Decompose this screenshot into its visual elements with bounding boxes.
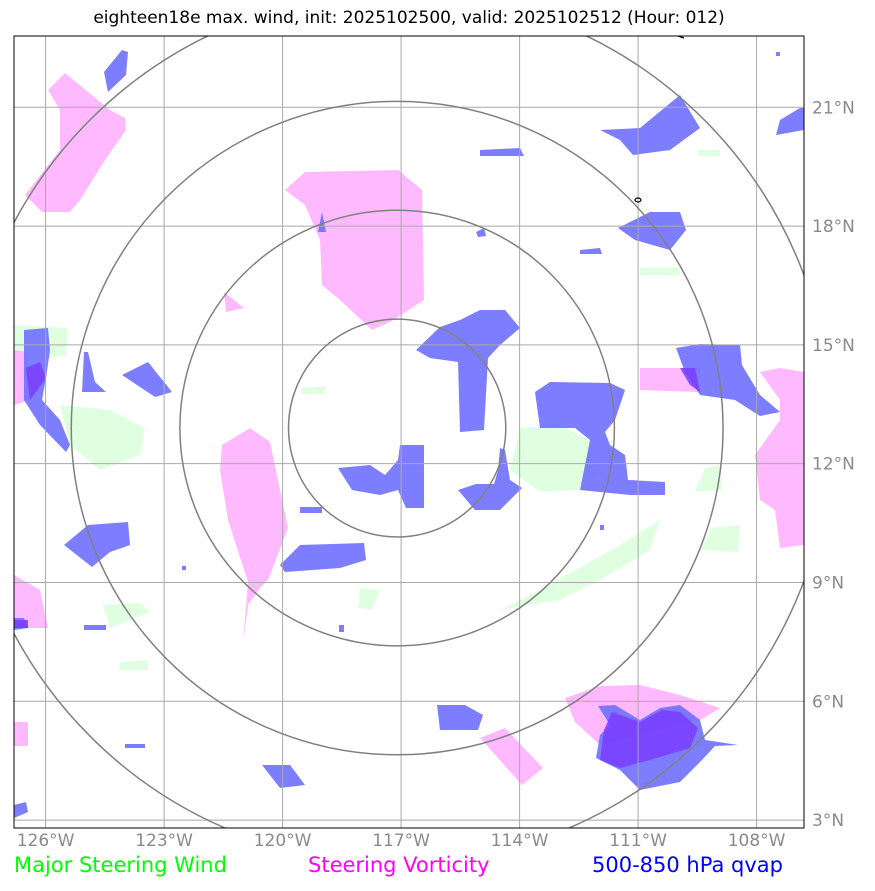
- wind-patch: [698, 150, 720, 156]
- wind-patch: [700, 525, 740, 552]
- wind-patch: [103, 603, 150, 628]
- qvap-patch: [458, 448, 522, 510]
- lon-tick-label: 117°W: [372, 831, 430, 851]
- qvap-patch: [64, 522, 130, 567]
- qvap-patch: [535, 382, 665, 495]
- vorticity-patch: [755, 368, 804, 548]
- vorticity-patch: [224, 292, 244, 312]
- qvap-patch: [280, 543, 366, 572]
- overlap-patch: [600, 710, 698, 768]
- gridlines: [14, 36, 804, 828]
- qvap-patch: [676, 344, 780, 416]
- lat-tick-label: 18°N: [812, 217, 855, 237]
- lon-tick-label: 126°W: [17, 831, 75, 851]
- qvap-patch: [84, 625, 106, 630]
- lat-labels: 3°N 6°N 9°N 12°N 15°N 18°N 21°N: [812, 98, 855, 831]
- storm-marker: [634, 197, 642, 203]
- lon-tick-label: 108°W: [728, 831, 786, 851]
- vorticity-patch: [14, 722, 28, 746]
- range-ring: [287, 318, 507, 538]
- map-title: eighteen18e max. wind, init: 2025102500,…: [93, 8, 725, 28]
- wind-patch: [120, 660, 148, 670]
- qvap-patch: [437, 705, 483, 730]
- qvap-patch: [416, 310, 520, 432]
- qvap-patch: [182, 566, 186, 570]
- qvap-patch: [122, 362, 172, 397]
- qvap-patch: [776, 108, 804, 135]
- legend-steering-wind: Major Steering Wind: [14, 853, 227, 877]
- wind-patch: [358, 588, 380, 610]
- lat-tick-label: 15°N: [812, 336, 855, 356]
- vorticity-patch: [25, 73, 126, 212]
- plot-area: [14, 36, 804, 828]
- qvap-patch: [480, 148, 524, 156]
- qvap-patch: [262, 765, 305, 788]
- vorticity-patch: [285, 170, 424, 330]
- qvap-patch: [318, 212, 326, 232]
- qvap-patch: [476, 228, 486, 237]
- vorticity-patch: [565, 685, 720, 745]
- lat-tick-label: 12°N: [812, 455, 855, 475]
- map-frame: [13, 35, 805, 829]
- qvap-patch: [618, 212, 686, 250]
- lon-tick-label: 120°W: [254, 831, 312, 851]
- overlap-layer: [14, 362, 700, 768]
- qvap-patch: [776, 52, 780, 56]
- qvap-patch: [125, 744, 145, 748]
- legend-qvap: 500-850 hPa qvap: [592, 853, 783, 877]
- wind-patch: [60, 405, 145, 470]
- lon-tick-label: 123°W: [135, 831, 193, 851]
- overlap-patch: [14, 620, 28, 628]
- steering-wind-layer: [14, 150, 740, 670]
- range-rings: [14, 36, 804, 828]
- overlap-patch: [680, 368, 700, 392]
- qvap-patch: [580, 248, 602, 254]
- qvap-patch: [300, 507, 322, 513]
- qvap-patch: [339, 625, 344, 632]
- vorticity-patch: [480, 728, 543, 785]
- lat-tick-label: 21°N: [812, 98, 855, 118]
- range-ring: [179, 209, 616, 647]
- lon-labels: 126°W 123°W 120°W 117°W 114°W 111°W 108°W: [17, 831, 786, 851]
- lon-tick-label: 111°W: [609, 831, 667, 851]
- qvap-patch: [104, 50, 128, 92]
- vorticity-patch: [220, 428, 288, 645]
- lat-tick-label: 6°N: [812, 692, 844, 712]
- wind-patch: [302, 386, 326, 394]
- lat-tick-label: 3°N: [812, 811, 844, 831]
- qvap-patch: [600, 95, 700, 155]
- qvap-patch: [338, 445, 424, 508]
- wind-patch: [695, 465, 722, 492]
- lat-tick-label: 9°N: [812, 573, 844, 593]
- overlap-patch: [26, 362, 46, 400]
- range-ring: [70, 100, 724, 756]
- qvap-patch: [82, 352, 106, 392]
- wind-patch: [640, 268, 680, 275]
- lon-tick-label: 114°W: [491, 831, 549, 851]
- qvap-patch: [14, 802, 28, 818]
- qvap-patch: [24, 328, 70, 452]
- wind-patch: [510, 425, 600, 492]
- vorticity-patch: [14, 575, 48, 628]
- legend-steering-vorticity: Steering Vorticity: [308, 853, 490, 877]
- qvap-patch: [600, 525, 604, 530]
- wind-patch: [500, 520, 660, 610]
